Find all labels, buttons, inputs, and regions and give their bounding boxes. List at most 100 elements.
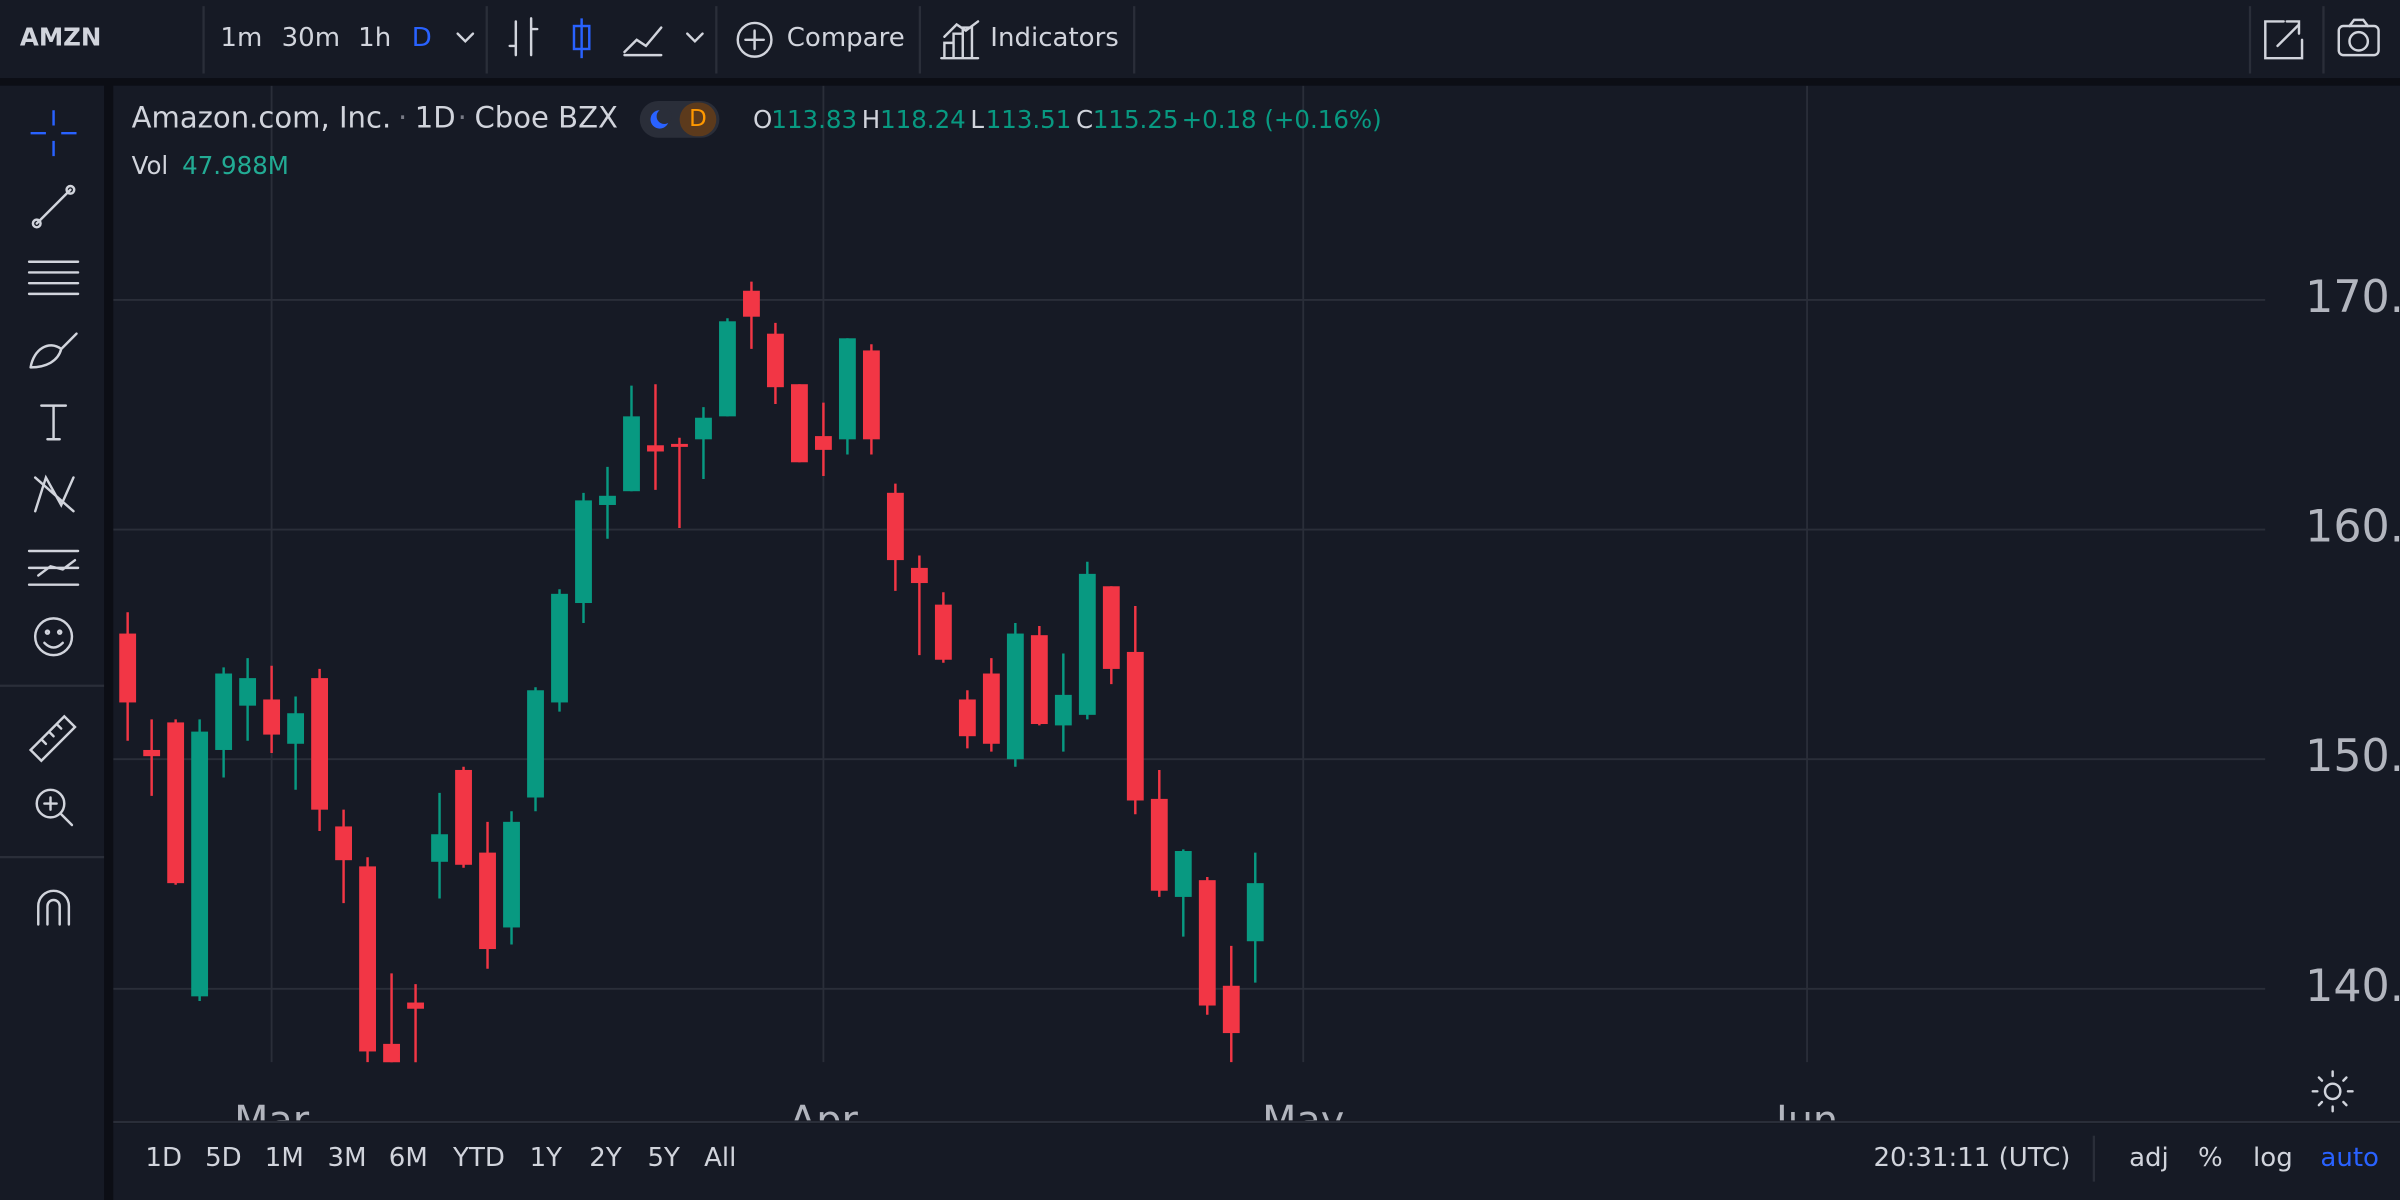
x-tick-label: Jun: [1773, 1098, 1838, 1144]
candle-body: [743, 290, 760, 317]
top-toolbar: [0, 0, 2400, 79]
candle-body: [119, 633, 137, 703]
candle-body: [527, 690, 544, 798]
ohlc-label: H: [862, 105, 880, 134]
fib-icon[interactable]: [27, 260, 80, 296]
trendline-icon[interactable]: [31, 184, 76, 229]
x-axis: Mar Apr May Jun: [234, 1098, 1838, 1144]
candle-body: [335, 826, 353, 861]
range-button[interactable]: 5Y: [647, 1143, 680, 1173]
popout-icon[interactable]: [2264, 20, 2304, 60]
candle-body: [910, 567, 928, 584]
range-button[interactable]: All: [704, 1143, 736, 1173]
range-button[interactable]: 5D: [205, 1143, 242, 1173]
candle-body: [1222, 985, 1240, 1034]
bars-icon[interactable]: [508, 17, 539, 57]
candle-body: [695, 417, 712, 440]
chevron[interactable]: [686, 32, 704, 44]
candle-body: [239, 678, 257, 706]
interval[interactable]: 1m: [220, 23, 262, 53]
candle-body: [1102, 586, 1120, 669]
crosshair-icon[interactable]: [30, 110, 77, 157]
log-toggle[interactable]: log: [2253, 1143, 2293, 1173]
candle-body: [1246, 883, 1264, 942]
x-tick-label: May: [1262, 1098, 1344, 1144]
range-buttons: 1D 5D 1M 3M 6M YTD 1Y 2Y 5Y All: [145, 1143, 736, 1173]
candle-body: [958, 699, 976, 737]
candle-body: [719, 321, 736, 417]
indicators-button[interactable]: Indicators: [990, 23, 1119, 53]
interval[interactable]: 1h: [358, 23, 391, 53]
ohlc-value: 113.83: [771, 105, 857, 134]
x-tick-label: Apr: [789, 1098, 858, 1144]
candle-body: [982, 673, 1000, 744]
candle-body: [1174, 851, 1192, 897]
indicators-icon[interactable]: [940, 20, 980, 60]
chart-pane: [113, 85, 2400, 1121]
candle-body: [1078, 573, 1096, 715]
range-button[interactable]: 2Y: [589, 1143, 622, 1173]
change: +0.18 (+0.16%): [1182, 105, 1382, 134]
candle-body: [407, 1002, 424, 1009]
vol-value: 47.988M: [182, 151, 289, 180]
y-tick-label: 170.: [2305, 272, 2400, 323]
y-tick-label: 150.: [2305, 731, 2400, 782]
candle-body: [359, 866, 376, 1052]
text-icon[interactable]: [40, 404, 68, 441]
ruler-icon[interactable]: [28, 714, 77, 763]
y-axis: 140. 150. 160. 170.: [2305, 272, 2400, 1012]
candle-body: [479, 852, 496, 950]
candle-body: [1198, 880, 1216, 1006]
area-icon[interactable]: [623, 26, 663, 57]
x-tick-label: Mar: [234, 1098, 310, 1144]
left-toolbar: [0, 85, 105, 1200]
zoom-icon[interactable]: [35, 788, 74, 827]
emoji-icon[interactable]: [33, 617, 74, 657]
candle-body: [1006, 633, 1024, 760]
adj-toggle[interactable]: adj: [2129, 1143, 2169, 1173]
interval-active[interactable]: D: [412, 23, 432, 53]
session-d[interactable]: [679, 102, 717, 137]
compare-icon[interactable]: [736, 21, 773, 58]
exchange: Cboe BZX: [474, 100, 618, 134]
range-button[interactable]: 1D: [145, 1143, 182, 1173]
candle-body: [814, 436, 832, 450]
range-button[interactable]: 1Y: [530, 1143, 563, 1173]
dot: ·: [398, 100, 407, 134]
brush-icon[interactable]: [29, 332, 78, 369]
candle-body: [287, 713, 305, 744]
pattern-icon[interactable]: [33, 474, 75, 513]
ohlc-label: O: [753, 105, 772, 134]
candle-body: [215, 673, 233, 750]
candle-body: [455, 769, 472, 865]
range-button[interactable]: 3M: [328, 1143, 367, 1173]
range-button[interactable]: 6M: [389, 1143, 428, 1173]
legend-interval: 1D: [415, 100, 456, 134]
magnet-icon[interactable]: [37, 889, 71, 926]
range-button[interactable]: 1M: [265, 1143, 304, 1173]
candle-body: [503, 821, 520, 928]
chevron[interactable]: [456, 32, 475, 44]
percent-toggle[interactable]: %: [2198, 1143, 2223, 1173]
screenshot-icon[interactable]: [2337, 18, 2380, 57]
symbol[interactable]: AMZN: [20, 22, 102, 51]
vol-label: Vol: [132, 151, 169, 180]
candle-body: [886, 492, 904, 561]
compare-button[interactable]: Compare: [787, 23, 905, 53]
symbol-name: Amazon.com, Inc.: [132, 100, 392, 134]
candle-body: [1030, 635, 1048, 725]
candle-body: [431, 834, 448, 862]
candle-body: [143, 749, 161, 757]
candle-body: [599, 495, 616, 505]
ohlc-label: C: [1076, 105, 1093, 134]
prediction-icon[interactable]: [27, 549, 80, 586]
candles-icon[interactable]: [572, 18, 591, 59]
dot: ·: [458, 100, 467, 134]
auto-toggle[interactable]: auto: [2320, 1143, 2379, 1173]
settings-icon[interactable]: [2311, 1070, 2354, 1113]
range-button[interactable]: YTD: [452, 1143, 505, 1173]
clock: 20:31:11 (UTC): [1873, 1143, 2070, 1173]
ohlc-value: 118.24: [880, 105, 966, 134]
interval[interactable]: 30m: [282, 23, 340, 53]
